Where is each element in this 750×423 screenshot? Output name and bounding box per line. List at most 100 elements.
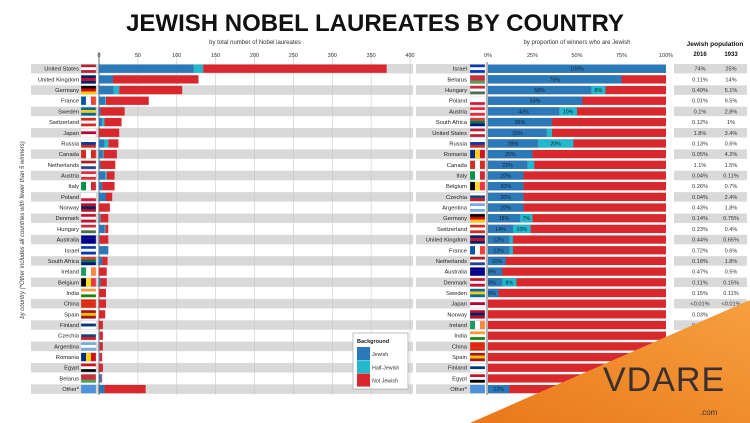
flag-icon xyxy=(80,160,97,170)
table-header: Jewish population xyxy=(687,41,744,48)
flag-icon xyxy=(469,181,486,191)
flag-icon xyxy=(80,192,97,202)
bar-half-jewish xyxy=(113,85,120,95)
category-label: Sweden xyxy=(58,109,79,115)
bar-jewish xyxy=(488,246,510,255)
flag-icon xyxy=(80,309,97,319)
row-stripe xyxy=(674,149,747,159)
category-label: Denmark xyxy=(443,280,467,286)
bar-not-jewish xyxy=(100,278,107,287)
watermark-suffix: .com xyxy=(700,408,718,417)
row-stripe xyxy=(674,85,747,95)
flag-icon xyxy=(80,181,97,191)
bar-not-jewish xyxy=(99,235,109,244)
pop-1933-cell: 0.75% xyxy=(723,216,739,222)
flag-icon xyxy=(469,213,486,223)
pop-1933-cell: 2.8% xyxy=(725,109,738,115)
legend-swatch xyxy=(357,360,370,374)
bar-not-jewish xyxy=(102,256,108,266)
row-stripe xyxy=(416,106,485,117)
pop-2016-cell: 0.26% xyxy=(692,184,708,190)
category-label: United Kingdom xyxy=(38,77,79,83)
category-label: Sweden xyxy=(446,291,467,297)
flag-icon xyxy=(80,341,97,351)
data-label-jewish: 20% xyxy=(500,195,511,201)
flag-icon xyxy=(469,85,486,95)
bar-not-jewish xyxy=(488,352,666,362)
category-label: South Africa xyxy=(48,259,80,265)
x-tick-label: 300 xyxy=(328,53,337,59)
bar-not-jewish xyxy=(488,288,666,298)
right-chart-subtitle: by proportion of winners who are Jewish xyxy=(523,40,630,46)
flag-icon xyxy=(469,320,486,330)
pop-2016-cell: 0.15% xyxy=(692,291,708,297)
pop-1933-cell: 1.5% xyxy=(725,163,738,169)
flag-icon xyxy=(80,96,97,106)
bar-not-jewish xyxy=(488,256,666,266)
table-col-1933: 1933 xyxy=(724,52,738,58)
pop-1933-cell: 5.1% xyxy=(725,88,738,94)
category-label: Czechia xyxy=(446,195,468,201)
bar-half-jewish xyxy=(509,246,513,255)
pop-1933-cell: 1.8% xyxy=(725,206,738,212)
category-label: Romania xyxy=(56,355,80,361)
data-label-jewish: 100% xyxy=(570,67,584,73)
bar-not-jewish xyxy=(488,149,666,159)
bar-half-jewish xyxy=(104,224,106,234)
bar-jewish xyxy=(99,331,100,340)
category-label: Hungary xyxy=(57,227,79,233)
row-stripe xyxy=(31,170,413,181)
bar-jewish xyxy=(488,224,513,234)
bar-half-jewish xyxy=(99,214,101,223)
category-label: United States xyxy=(432,131,467,137)
bar-half-jewish xyxy=(105,96,106,105)
bar-jewish xyxy=(99,256,103,266)
category-label: Finland xyxy=(60,323,79,329)
bar-half-jewish xyxy=(104,139,109,148)
category-label: Netherlands xyxy=(436,259,467,265)
flag-icon xyxy=(469,139,486,148)
bar-not-jewish xyxy=(99,320,103,330)
category-label: Italy xyxy=(456,174,467,180)
category-label: India xyxy=(66,291,79,297)
flag-icon xyxy=(80,224,97,234)
category-label: Switzerland xyxy=(49,120,79,126)
data-label-jewish: 28% xyxy=(508,141,519,147)
bar-not-jewish xyxy=(105,96,149,105)
pop-2016-cell: 1.8% xyxy=(694,131,707,137)
flag-icon xyxy=(80,85,97,95)
x-tick-label: 75% xyxy=(616,53,627,59)
flag-icon xyxy=(80,299,97,309)
pop-1933-cell: 4.2% xyxy=(725,152,738,158)
row-stripe xyxy=(416,128,485,138)
flag-icon xyxy=(469,267,486,277)
bar-not-jewish xyxy=(100,214,109,223)
data-label-jewish: 12% xyxy=(493,238,504,244)
category-label: Russia xyxy=(449,141,467,147)
bar-jewish xyxy=(488,85,592,95)
bar-jewish xyxy=(99,149,103,159)
data-label-half-jewish: 7% xyxy=(522,216,530,222)
row-stripe xyxy=(416,213,485,223)
pop-2016-cell: 74% xyxy=(694,67,705,73)
bar-half-jewish xyxy=(591,85,606,95)
category-label: Other* xyxy=(450,387,467,393)
flag-icon xyxy=(80,320,97,330)
category-label: Norway xyxy=(59,206,79,212)
bar-jewish xyxy=(488,117,553,127)
category-label: South Africa xyxy=(436,120,468,126)
bar-not-jewish xyxy=(104,117,122,127)
bar-jewish xyxy=(488,160,528,169)
category-label: Australia xyxy=(56,238,79,244)
bar-not-jewish xyxy=(108,139,119,148)
bar-not-jewish xyxy=(488,342,666,351)
flag-icon xyxy=(469,192,486,202)
category-label: China xyxy=(64,302,80,308)
x-tick-label: 200 xyxy=(250,53,259,59)
bar-not-jewish xyxy=(104,384,146,394)
category-label: France xyxy=(449,248,467,254)
bar-jewish xyxy=(488,256,506,266)
flag-icon xyxy=(469,352,486,362)
bar-not-jewish xyxy=(488,214,666,223)
row-stripe xyxy=(416,320,485,330)
